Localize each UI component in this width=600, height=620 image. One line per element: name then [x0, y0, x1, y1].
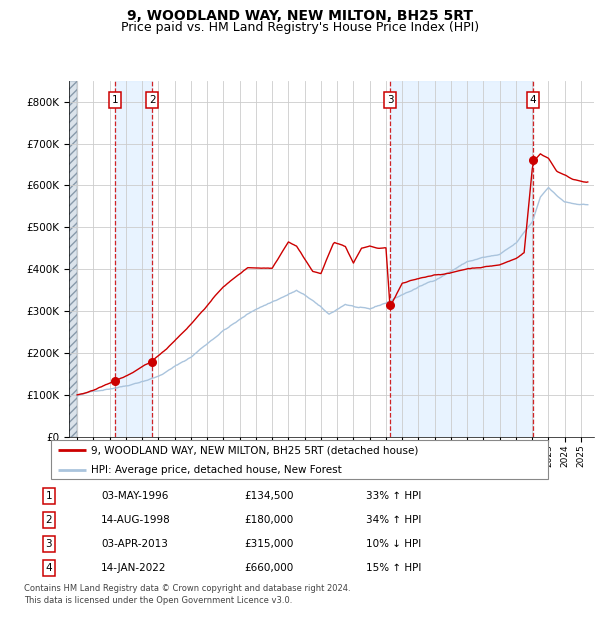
Bar — [390, 81, 533, 437]
Text: 4: 4 — [46, 563, 52, 573]
Text: HPI: Average price, detached house, New Forest: HPI: Average price, detached house, New … — [91, 465, 341, 475]
FancyBboxPatch shape — [50, 440, 548, 479]
Text: £315,000: £315,000 — [245, 539, 294, 549]
Text: 14-AUG-1998: 14-AUG-1998 — [101, 515, 171, 525]
Text: £180,000: £180,000 — [245, 515, 294, 525]
Text: £660,000: £660,000 — [245, 563, 294, 573]
Text: Price paid vs. HM Land Registry's House Price Index (HPI): Price paid vs. HM Land Registry's House … — [121, 21, 479, 34]
Text: Contains HM Land Registry data © Crown copyright and database right 2024.
This d: Contains HM Land Registry data © Crown c… — [24, 584, 350, 605]
Text: 10% ↓ HPI: 10% ↓ HPI — [366, 539, 421, 549]
Text: 15% ↑ HPI: 15% ↑ HPI — [366, 563, 422, 573]
Text: 3: 3 — [387, 95, 394, 105]
Text: 14-JAN-2022: 14-JAN-2022 — [101, 563, 167, 573]
Bar — [115, 81, 152, 437]
Text: 33% ↑ HPI: 33% ↑ HPI — [366, 490, 422, 500]
Text: 34% ↑ HPI: 34% ↑ HPI — [366, 515, 422, 525]
Text: 2: 2 — [149, 95, 155, 105]
Text: 3: 3 — [46, 539, 52, 549]
Text: £134,500: £134,500 — [245, 490, 295, 500]
Bar — [69, 81, 77, 437]
Text: 1: 1 — [46, 490, 52, 500]
Text: 9, WOODLAND WAY, NEW MILTON, BH25 5RT (detached house): 9, WOODLAND WAY, NEW MILTON, BH25 5RT (d… — [91, 445, 418, 455]
Text: 03-MAY-1996: 03-MAY-1996 — [101, 490, 169, 500]
Text: 1: 1 — [112, 95, 118, 105]
Text: 4: 4 — [530, 95, 536, 105]
Text: 9, WOODLAND WAY, NEW MILTON, BH25 5RT: 9, WOODLAND WAY, NEW MILTON, BH25 5RT — [127, 9, 473, 23]
Text: 03-APR-2013: 03-APR-2013 — [101, 539, 168, 549]
Text: 2: 2 — [46, 515, 52, 525]
Bar — [69, 81, 77, 437]
